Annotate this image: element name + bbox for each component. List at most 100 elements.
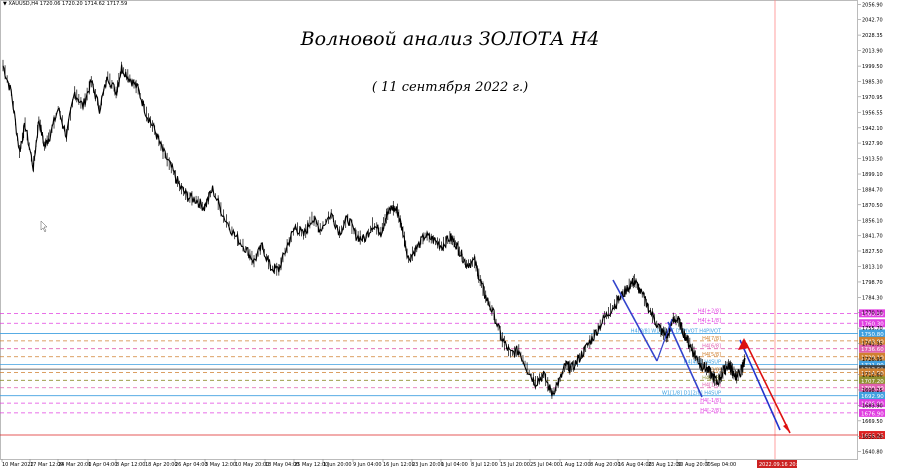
y-tick-label: 1913.50 bbox=[862, 157, 883, 163]
level-tag: H4[7/8] bbox=[702, 336, 721, 342]
level-price-box bbox=[859, 309, 885, 318]
level-price-box bbox=[859, 383, 885, 392]
chart-grid bbox=[0, 0, 858, 460]
level-tag: H4[6/8] bbox=[702, 344, 721, 350]
x-tick-label: 18 Apr 20:00 bbox=[145, 462, 178, 468]
y-tick-label: 1827.50 bbox=[862, 249, 883, 255]
level-price-label: 1736.60 bbox=[861, 347, 884, 353]
level-price-box bbox=[859, 431, 885, 440]
x-tick-label: 17 Mar 12:00 bbox=[30, 462, 63, 468]
symbol-dropdown-icon[interactable]: ▼ bbox=[3, 1, 7, 7]
impulse-line bbox=[667, 321, 703, 398]
x-tick-label: 1 Apr 04:00 bbox=[88, 462, 117, 468]
x-tick-label: 25 Jul 04:00 bbox=[530, 462, 560, 468]
x-tick-label: 16 Aug 04:00 bbox=[618, 462, 652, 468]
x-tick-label: 23 Jun 20:00 bbox=[412, 462, 444, 468]
level-tag: H4[+1/8] bbox=[698, 318, 721, 324]
y-tick-label: 1813.10 bbox=[862, 264, 883, 270]
level-price-box bbox=[859, 336, 885, 345]
y-tick-label: 1999.50 bbox=[862, 64, 883, 70]
x-tick-label: 30 Aug 20:00 bbox=[677, 462, 711, 468]
level-price-label: 1692.90 bbox=[861, 394, 884, 400]
x-tick-label: 26 Apr 04:00 bbox=[175, 462, 208, 468]
current-date-label: 2022.09.16 20:00 bbox=[759, 462, 804, 468]
y-tick-label: 1770.10 bbox=[862, 311, 883, 317]
mouse-cursor-icon bbox=[40, 220, 48, 233]
y-tick-label: 2028.35 bbox=[862, 33, 883, 39]
level-tag: H4[-2/8] bbox=[700, 408, 721, 414]
level-price-box bbox=[859, 376, 885, 385]
chart-header: ▼ XAUUSD,H4 1720.06 1720.20 1714.62 1717… bbox=[3, 1, 127, 7]
level-tag: H4[-1/8] bbox=[700, 398, 721, 404]
x-tick-label: 23 Aug 12:00 bbox=[648, 462, 682, 468]
level-price-label: 1769.50 bbox=[861, 312, 884, 318]
y-tick-label: 2042.70 bbox=[862, 18, 883, 24]
y-tick-label: 1683.90 bbox=[862, 403, 883, 409]
impulse-line bbox=[612, 279, 658, 362]
x-tick-label: 15 Jul 20:00 bbox=[500, 462, 530, 468]
murrey-levels: H4[+2/8] H4[+1/8] H4[8/8] W1PIVOT D1PIVOT … bbox=[0, 308, 858, 436]
level-price-box bbox=[859, 319, 885, 328]
forecast-line-blue bbox=[739, 339, 781, 431]
y-tick-label: 1970.95 bbox=[862, 95, 883, 101]
level-tag: H4[8/8] W1PIVOT D1PIVOT H4PIVOT bbox=[631, 328, 722, 334]
x-tick-label: 10 May 20:00 bbox=[235, 462, 269, 468]
y-tick-label: 1985.30 bbox=[862, 79, 883, 85]
level-price-box bbox=[859, 391, 885, 400]
x-tick-label: 24 Mar 20:00 bbox=[58, 462, 91, 468]
x-tick-label: 25 May 12:00 bbox=[294, 462, 328, 468]
x-tick-label: 18 May 04:00 bbox=[265, 462, 299, 468]
level-price-box bbox=[859, 352, 885, 361]
forecast-arrowhead bbox=[783, 424, 790, 433]
x-tick-label: 3 May 12:00 bbox=[205, 462, 236, 468]
x-tick-label: 9 Jun 04:00 bbox=[353, 462, 382, 468]
up-arrowhead bbox=[738, 338, 749, 350]
y-tick-label: 1712.60 bbox=[862, 373, 883, 379]
level-price-box bbox=[859, 360, 885, 369]
x-tick-label: 1 Jun 20:00 bbox=[323, 462, 352, 468]
level-price-box bbox=[859, 408, 885, 417]
plot-frame bbox=[0, 0, 858, 460]
ohlc-readout: 1720.06 1720.20 1714.62 1717.59 bbox=[39, 1, 128, 7]
forecast-line-red bbox=[745, 342, 791, 434]
level-price-label: 1686.00 bbox=[861, 402, 884, 408]
level-price-label: 1714.50 bbox=[861, 371, 884, 377]
level-price-label: 1700.30 bbox=[861, 386, 884, 392]
y-tick-label: 1755.70 bbox=[862, 326, 883, 332]
wave-drawings bbox=[40, 220, 791, 434]
y-tick-label: 1899.10 bbox=[862, 172, 883, 178]
level-price-label: 1676.90 bbox=[861, 411, 884, 417]
x-tick-label: 8 Aug 20:00 bbox=[590, 462, 621, 468]
level-price-box bbox=[859, 329, 885, 338]
x-tick-label: 1 Aug 12:00 bbox=[560, 462, 591, 468]
level-price-label: 1707.20 bbox=[861, 379, 884, 385]
level-price-box bbox=[859, 368, 885, 377]
y-tick-label: 1884.70 bbox=[862, 188, 883, 194]
x-tick-label: 7 Sep 04:00 bbox=[706, 462, 736, 468]
symbol-timeframe: XAUUSD,H4 bbox=[8, 1, 39, 7]
y-tick-label: 2013.90 bbox=[862, 49, 883, 55]
correction-line bbox=[656, 318, 673, 362]
y-tick-label: 1870.50 bbox=[862, 203, 883, 209]
y-tick-label: 2056.90 bbox=[862, 2, 883, 8]
y-tick-label: 1669.50 bbox=[862, 419, 883, 425]
x-tick-label: 8 Apr 12:00 bbox=[116, 462, 145, 468]
level-tag: H4[1/8] bbox=[702, 383, 721, 389]
price-series bbox=[2, 59, 746, 399]
x-tick-label: 1 Jul 04:00 bbox=[441, 462, 468, 468]
analysis-date: ( 11 сентября 2022 г.) bbox=[371, 80, 529, 95]
level-tag: W1[1/8] D1[2/8] H4SUP bbox=[662, 391, 721, 397]
current-date-box bbox=[757, 460, 797, 468]
level-tag: H4[+2/8] bbox=[698, 308, 721, 314]
level-price-label: 1729.10 bbox=[861, 355, 884, 361]
level-price-box bbox=[859, 399, 885, 408]
price-line bbox=[2, 64, 746, 397]
level-price-label: 1656.25 bbox=[861, 434, 884, 440]
level-tag: H4[5/8] bbox=[702, 352, 721, 358]
y-tick-label: 1640.80 bbox=[862, 450, 883, 456]
y-tick-label: 1798.70 bbox=[862, 280, 883, 286]
y-tick-label: 1726.95 bbox=[862, 357, 883, 363]
